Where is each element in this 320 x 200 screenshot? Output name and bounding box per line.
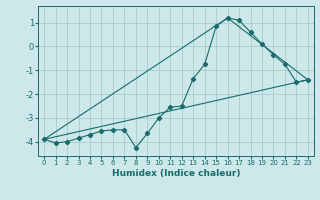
X-axis label: Humidex (Indice chaleur): Humidex (Indice chaleur) — [112, 169, 240, 178]
